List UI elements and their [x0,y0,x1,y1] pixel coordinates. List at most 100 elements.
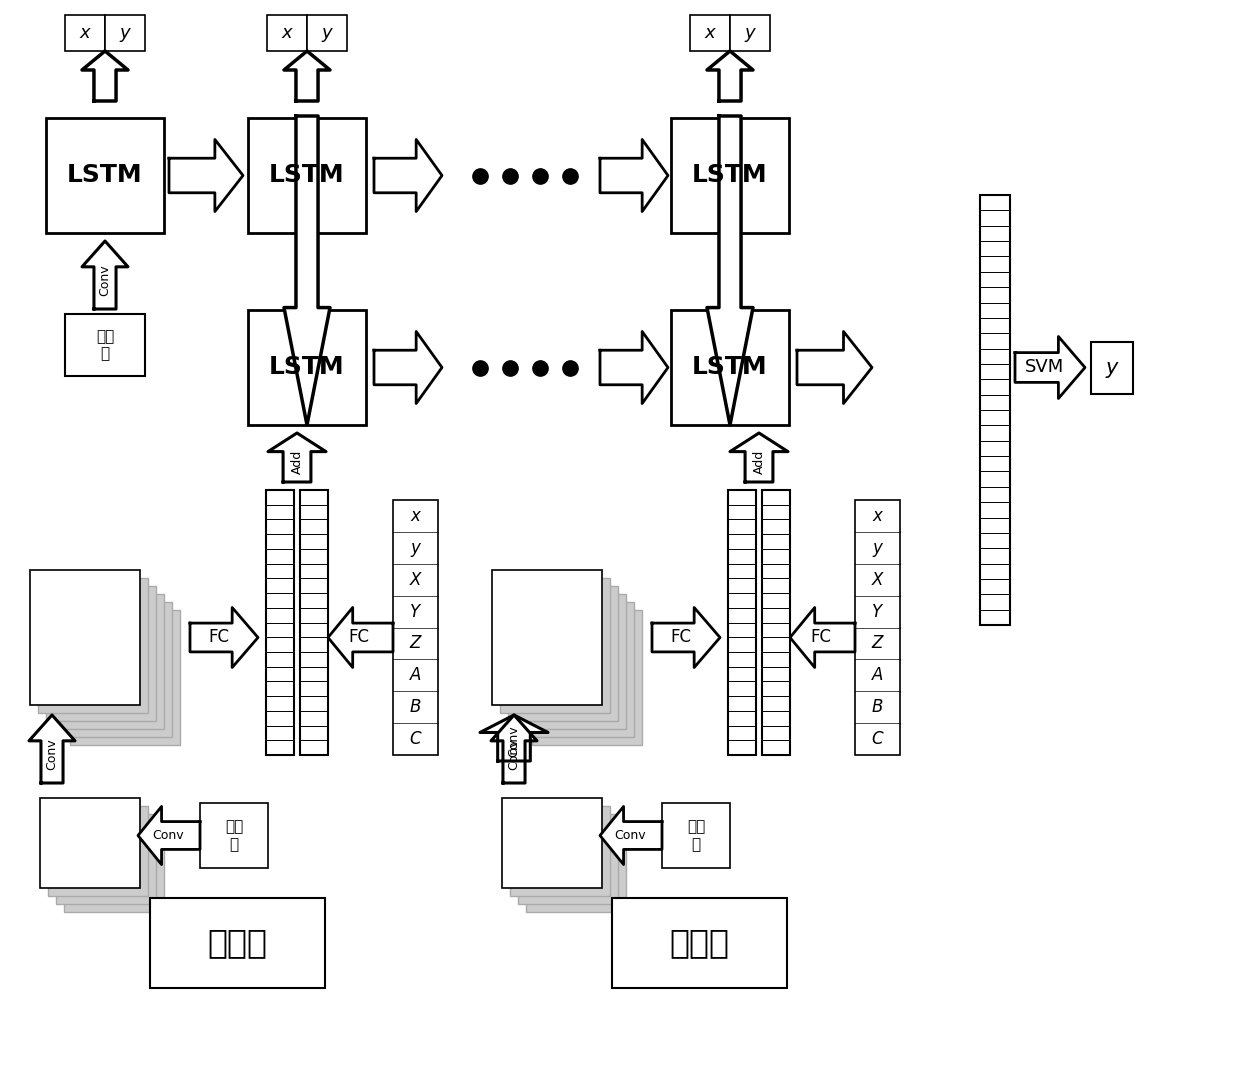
Bar [267,15,308,51]
Text: Add: Add [753,449,765,473]
Bar [856,500,900,755]
Bar [267,490,294,755]
Text: y: y [120,24,130,42]
Text: B: B [872,698,883,716]
Bar [532,610,642,745]
Polygon shape [374,332,441,404]
Bar [56,814,156,904]
Bar [980,195,1011,625]
Text: Y: Y [873,602,883,621]
Text: X: X [872,571,883,589]
Bar [46,586,156,722]
Bar [62,602,172,737]
Text: Y: Y [410,602,420,621]
Polygon shape [29,715,74,783]
Text: FC: FC [811,628,832,647]
Polygon shape [652,608,720,667]
Bar [671,310,789,425]
Bar [150,898,325,988]
Bar [393,500,438,755]
Text: x: x [281,24,293,42]
Text: Add: Add [290,449,304,473]
Polygon shape [707,116,753,425]
Polygon shape [284,51,330,101]
Bar [728,490,756,755]
Bar [40,797,140,888]
Bar [613,898,787,988]
Text: x: x [410,507,420,525]
Polygon shape [790,608,856,667]
Bar [1091,342,1133,394]
Text: 图像
块: 图像 块 [224,819,243,852]
Polygon shape [82,241,128,309]
Text: y: y [410,539,420,557]
Text: 原图像: 原图像 [207,927,268,959]
Bar [105,15,145,51]
Bar [689,15,730,51]
Bar [248,118,366,233]
Polygon shape [138,806,200,865]
Polygon shape [480,715,548,761]
Polygon shape [284,116,330,425]
Text: C: C [872,730,883,748]
Bar [671,118,789,233]
Polygon shape [730,433,787,482]
Text: y: y [873,539,883,557]
Text: Conv: Conv [46,739,58,770]
Text: Z: Z [872,635,883,652]
Bar [500,578,610,713]
Text: LSTM: LSTM [269,164,345,188]
Polygon shape [82,51,128,101]
Polygon shape [169,140,243,212]
Text: x: x [704,24,715,42]
Text: Conv: Conv [507,739,521,770]
Text: LSTM: LSTM [692,356,768,380]
Polygon shape [707,51,753,101]
Text: 原图像: 原图像 [670,927,729,959]
Text: A: A [872,666,883,685]
Bar [48,806,148,896]
Text: Conv: Conv [153,829,184,842]
Bar [730,15,770,51]
Bar [510,806,610,896]
Text: Conv: Conv [98,265,112,296]
Polygon shape [491,715,537,783]
Text: LSTM: LSTM [67,164,143,188]
Text: FC: FC [670,628,691,647]
Text: C: C [409,730,422,748]
Bar [248,310,366,425]
Text: FC: FC [348,628,370,647]
Polygon shape [268,433,326,482]
Bar [662,803,730,868]
Polygon shape [600,332,668,404]
Bar [516,593,626,729]
Bar [508,586,618,722]
Bar [69,610,180,745]
Bar [492,570,601,705]
Text: B: B [409,698,422,716]
Text: FC: FC [208,628,229,647]
Text: 原图
像: 原图 像 [95,329,114,361]
Text: y: y [1106,357,1118,378]
Bar [46,118,164,233]
Text: x: x [873,507,883,525]
Bar [64,314,145,376]
Polygon shape [190,608,258,667]
Bar [526,822,626,912]
Bar [64,822,164,912]
Bar [525,602,634,737]
Bar [300,490,329,755]
Bar [64,15,105,51]
Bar [30,570,140,705]
Text: Conv: Conv [614,829,646,842]
Text: LSTM: LSTM [692,164,768,188]
Text: Z: Z [409,635,422,652]
Text: Conv: Conv [507,726,521,757]
Polygon shape [1016,336,1085,398]
Text: y: y [745,24,755,42]
Polygon shape [600,806,662,865]
Text: x: x [79,24,91,42]
Bar [502,797,601,888]
Text: 图像
块: 图像 块 [687,819,706,852]
Text: y: y [321,24,332,42]
